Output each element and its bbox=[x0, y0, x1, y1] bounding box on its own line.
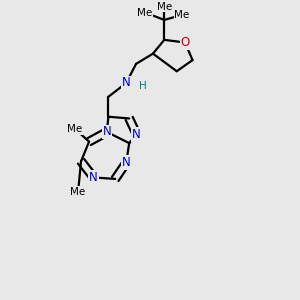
Text: N: N bbox=[122, 76, 130, 89]
Text: O: O bbox=[180, 36, 190, 49]
Text: N: N bbox=[132, 128, 141, 141]
Text: N: N bbox=[103, 125, 111, 139]
Text: H: H bbox=[139, 81, 146, 91]
Text: Me: Me bbox=[70, 187, 86, 197]
Text: Me: Me bbox=[157, 2, 172, 12]
Text: Me: Me bbox=[175, 10, 190, 20]
Text: N: N bbox=[122, 156, 130, 169]
Text: Me: Me bbox=[137, 8, 153, 18]
Text: N: N bbox=[89, 171, 98, 184]
Text: Me: Me bbox=[68, 124, 83, 134]
